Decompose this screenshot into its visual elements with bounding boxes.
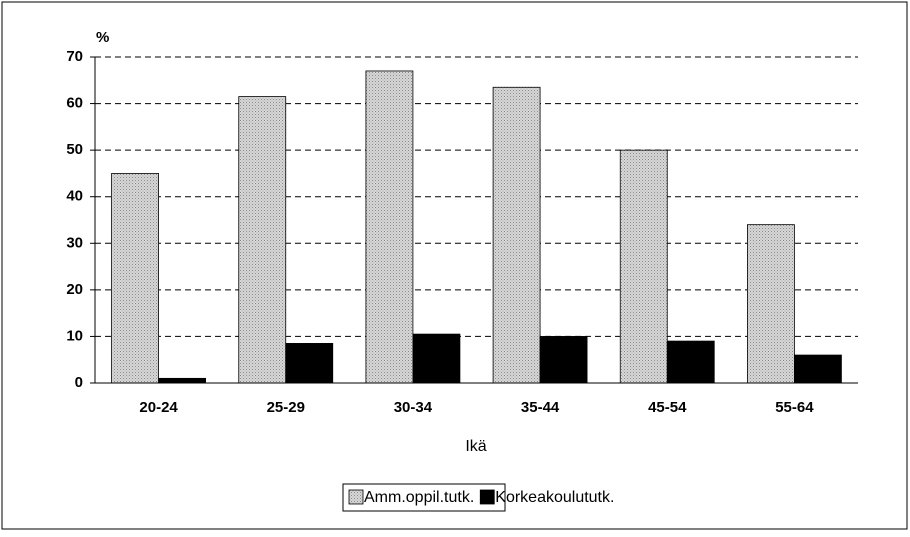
bar xyxy=(285,343,334,384)
bar xyxy=(238,96,287,384)
y-tick-label: 30 xyxy=(66,234,83,251)
bar xyxy=(619,149,668,384)
bar xyxy=(492,86,541,384)
x-tick-label: 30-34 xyxy=(394,399,433,416)
bar xyxy=(158,377,206,384)
y-axis-label: % xyxy=(96,29,109,46)
bar xyxy=(666,340,715,384)
x-tick-label: 35-44 xyxy=(521,399,560,416)
bar xyxy=(539,336,588,384)
y-tick-label: 60 xyxy=(66,95,83,112)
legend-box xyxy=(342,483,506,512)
y-tick-label: 20 xyxy=(66,281,83,298)
bar xyxy=(747,224,795,384)
bar xyxy=(365,70,414,384)
y-tick-label: 40 xyxy=(66,188,83,205)
x-axis-label: Ikä xyxy=(465,438,486,455)
y-tick-label: 10 xyxy=(66,327,83,344)
x-tick-label: 25-29 xyxy=(267,399,305,416)
legend-label: Korkeakoulututk. xyxy=(495,489,614,506)
y-tick-label: 70 xyxy=(66,48,83,65)
legend-label: Amm.oppil.tutk. xyxy=(364,489,474,506)
x-tick-label: 45-54 xyxy=(648,399,687,416)
bar xyxy=(111,173,159,384)
y-tick-label: 50 xyxy=(66,141,83,158)
legend-swatch xyxy=(348,489,364,505)
x-tick-label: 20-24 xyxy=(139,399,178,416)
x-tick-label: 55-64 xyxy=(775,399,814,416)
y-tick-label: 0 xyxy=(75,374,83,391)
bar xyxy=(794,354,842,384)
bar xyxy=(412,333,461,384)
legend-swatch xyxy=(479,489,495,505)
